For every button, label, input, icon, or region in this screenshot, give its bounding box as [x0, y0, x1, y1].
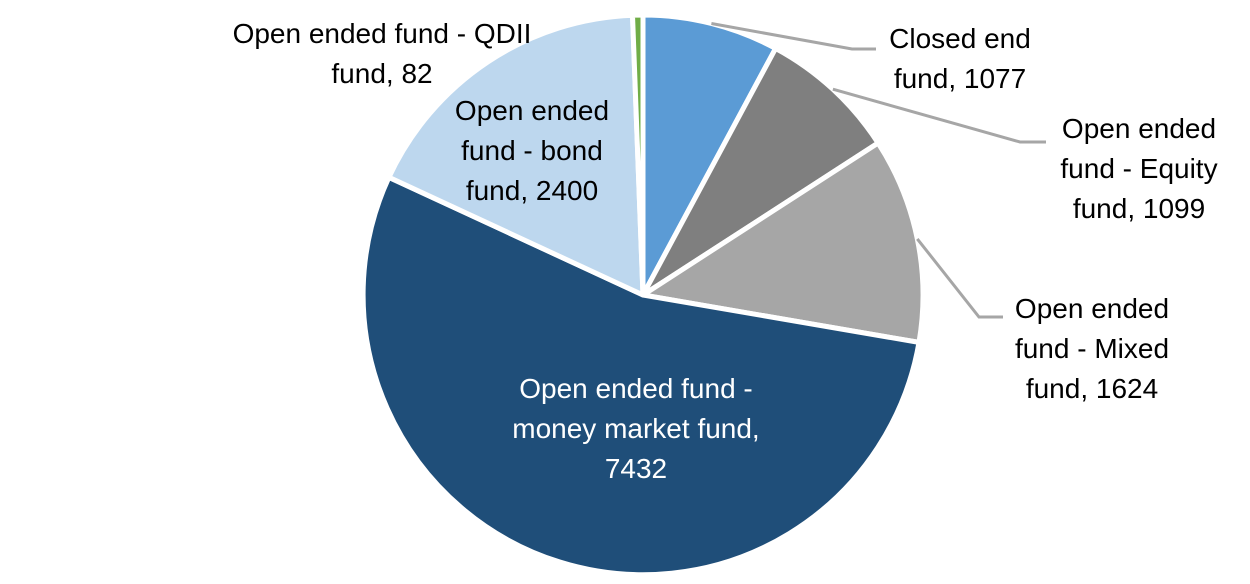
data-label-line: fund - Equity [1060, 153, 1218, 184]
data-label-line: fund, 2400 [465, 175, 599, 206]
data-label-line: fund, 82 [331, 58, 433, 89]
data-label-closed-end-fund: Closed end fund, 1077 [860, 19, 1060, 99]
data-label-line: fund, 1624 [1025, 373, 1159, 404]
data-label-line: Open ended fund - QDII [232, 18, 532, 49]
data-label-money-market-fund: Open ended fund - money market fund, 743… [476, 369, 796, 489]
pie-slice-open-ended-qdii-fund [630, 12, 646, 298]
data-label-line: money market fund, [512, 413, 760, 444]
pie-slice-open-ended-bond-fund [386, 12, 646, 298]
data-label-qdii-fund: Open ended fund - QDII fund, 82 [212, 14, 552, 94]
data-label-bond-fund: Open ended fund - bond fund, 2400 [432, 91, 632, 211]
data-label-line: 7432 [604, 453, 668, 484]
data-label-mixed-fund: Open ended fund - Mixed fund, 1624 [992, 289, 1192, 409]
data-label-line: Open ended [1061, 113, 1217, 144]
data-label-line: Closed end [889, 23, 1031, 54]
data-label-equity-fund: Open ended fund - Equity fund, 1099 [1036, 109, 1242, 229]
data-label-line: fund, 1099 [1072, 193, 1206, 224]
pie-slice-closed-end-fund [640, 12, 779, 298]
data-label-line: fund, 1077 [893, 63, 1027, 94]
leader-line-open-ended-equity-fund [832, 87, 1046, 144]
data-label-line: Open ended fund - [519, 373, 753, 404]
data-label-line: fund - bond [461, 135, 603, 166]
data-label-line: Open ended [454, 95, 610, 126]
data-label-line: fund - Mixed [1014, 333, 1170, 364]
data-label-line: Open ended [1014, 293, 1170, 324]
leader-line-closed-end-fund [711, 22, 876, 51]
leader-line-open-ended-mixed-fund [916, 237, 1003, 319]
pie-slice-open-ended-equity-fund [640, 45, 881, 298]
pie-slice-open-ended-money-market-fund [360, 174, 922, 578]
pie-slice-open-ended-mixed-fund [640, 140, 926, 345]
